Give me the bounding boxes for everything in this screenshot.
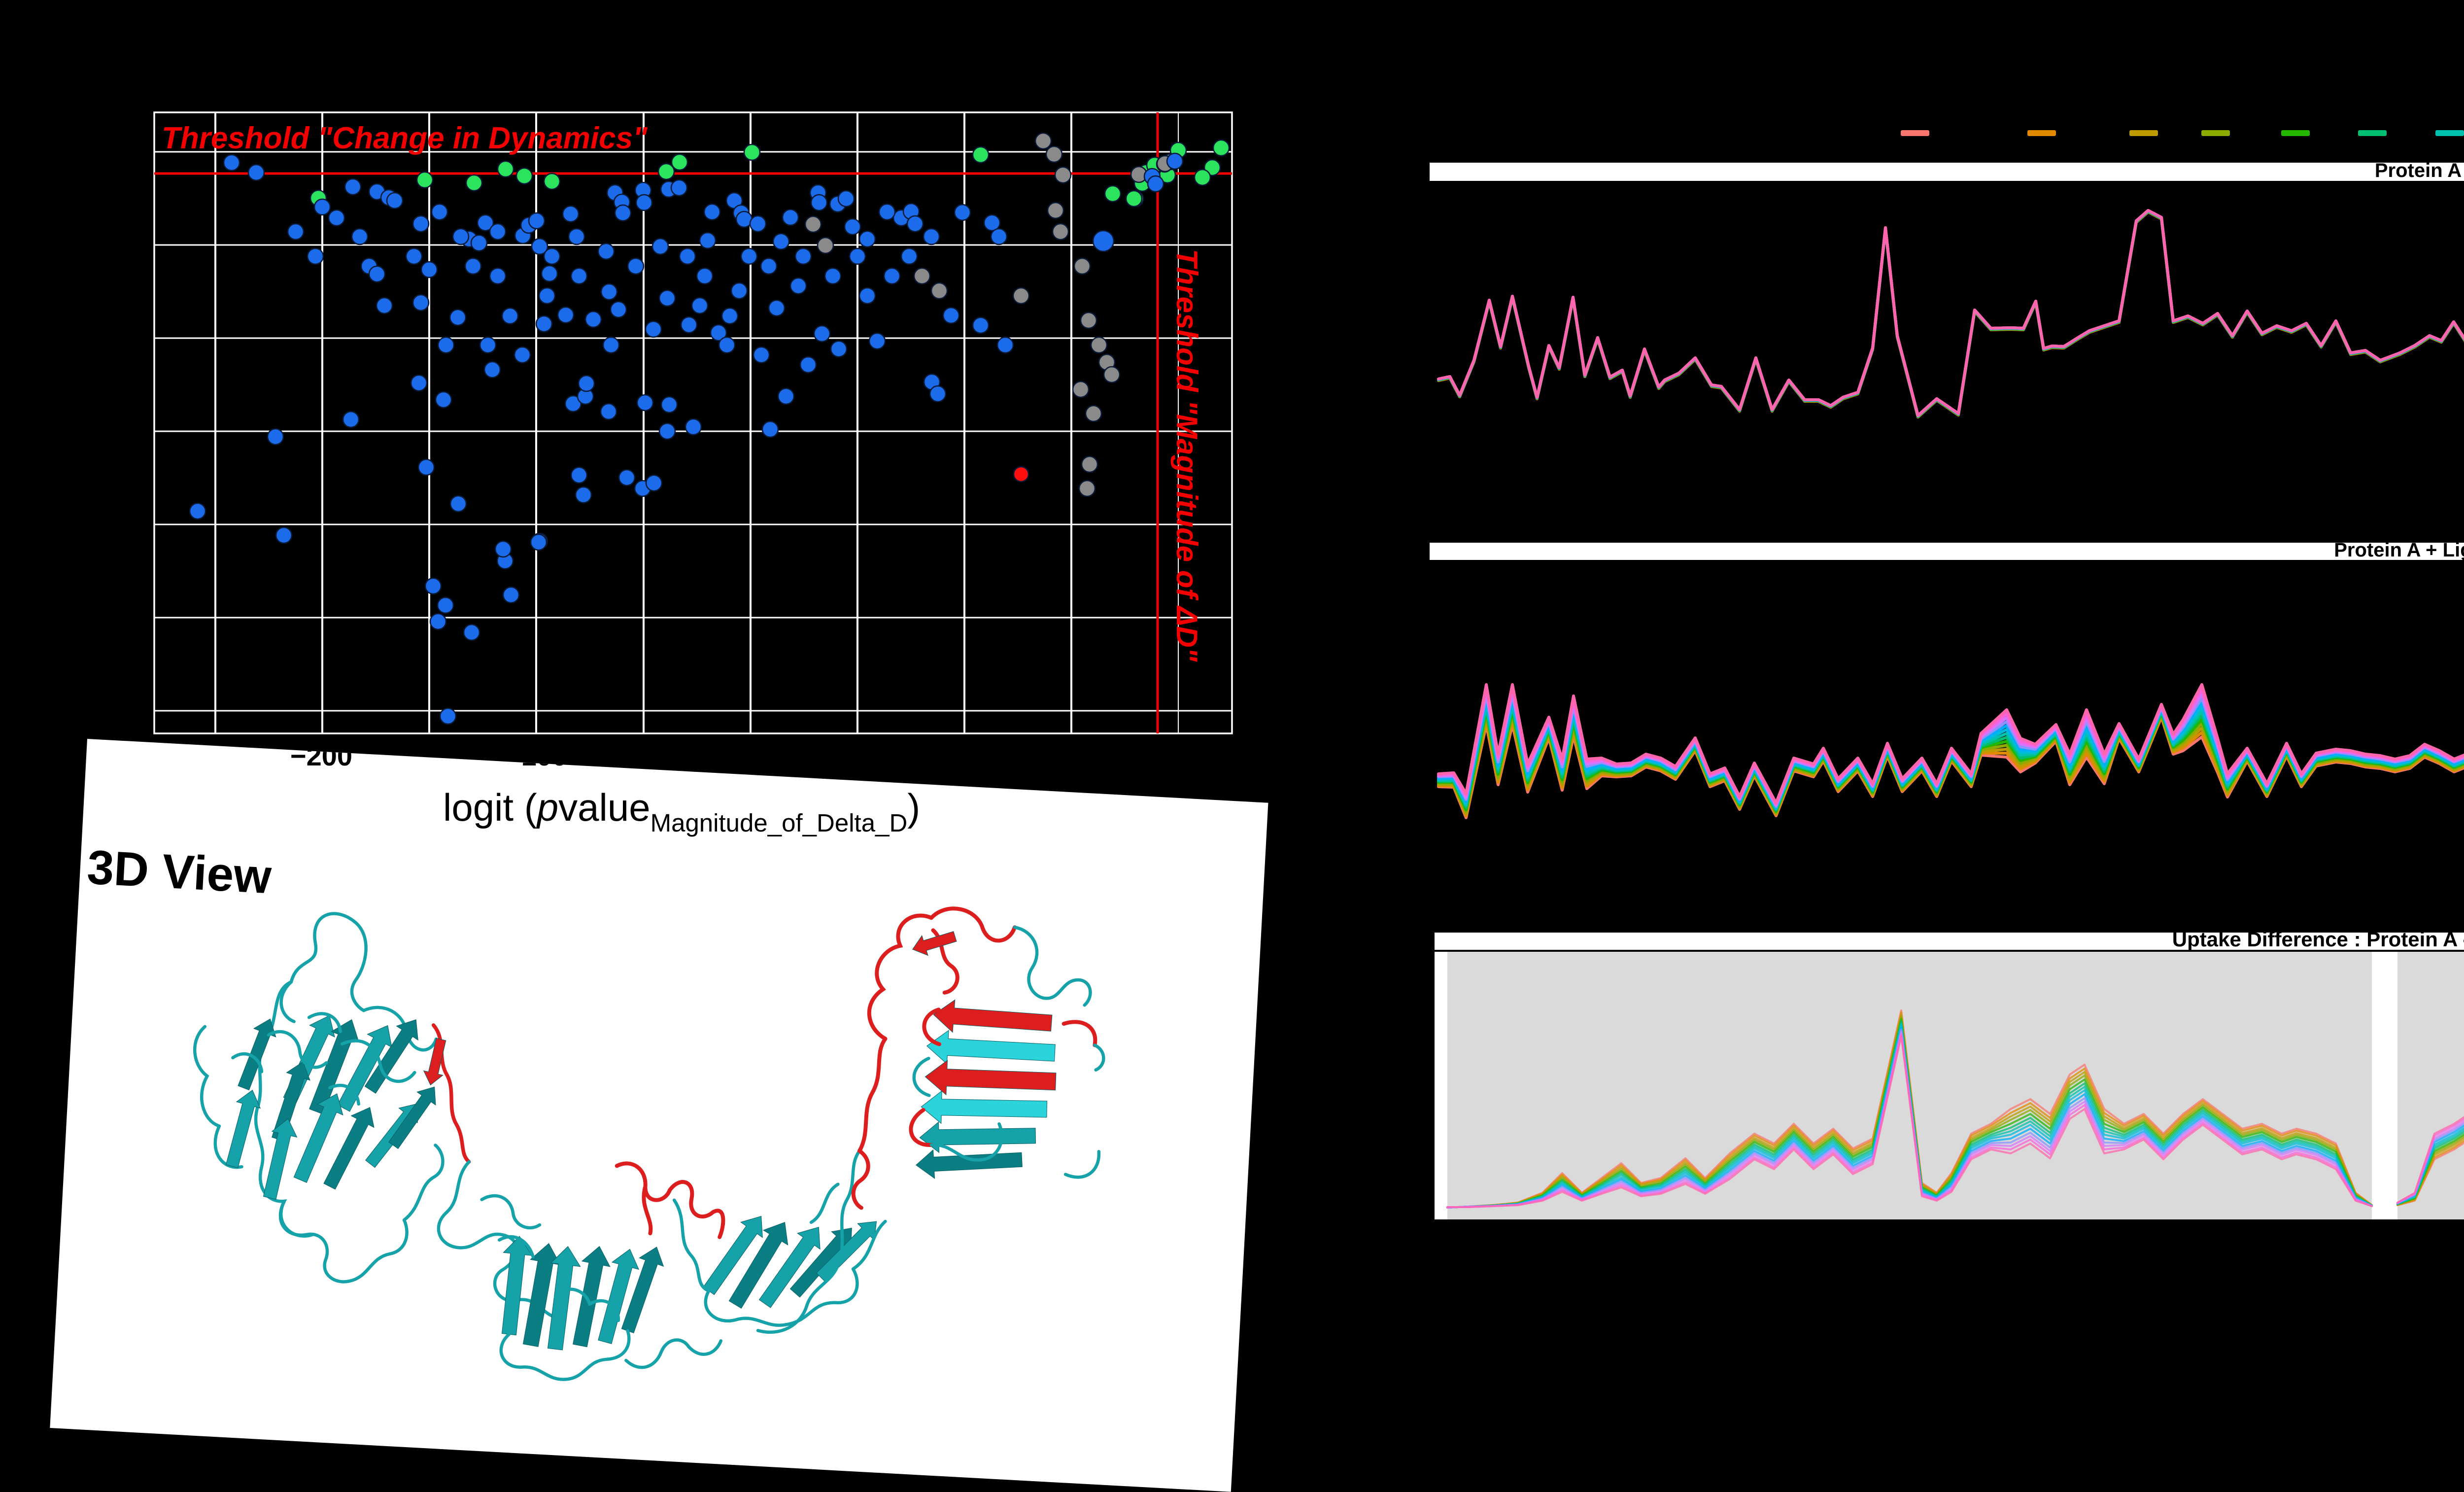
svg-text:Protein A + Ligand: Protein A + Ligand	[2334, 539, 2464, 561]
svg-text:Uptake Difference : Protein A: Uptake Difference : Protein A - (Protein…	[2172, 928, 2464, 951]
svg-text:Protein A: Protein A	[2375, 160, 2462, 181]
svg-text:Threshold "Magnitude of ΔD": Threshold "Magnitude of ΔD"	[1170, 249, 1203, 662]
svg-text:Threshold "Change in Dynamics": Threshold "Change in Dynamics"	[162, 121, 648, 155]
